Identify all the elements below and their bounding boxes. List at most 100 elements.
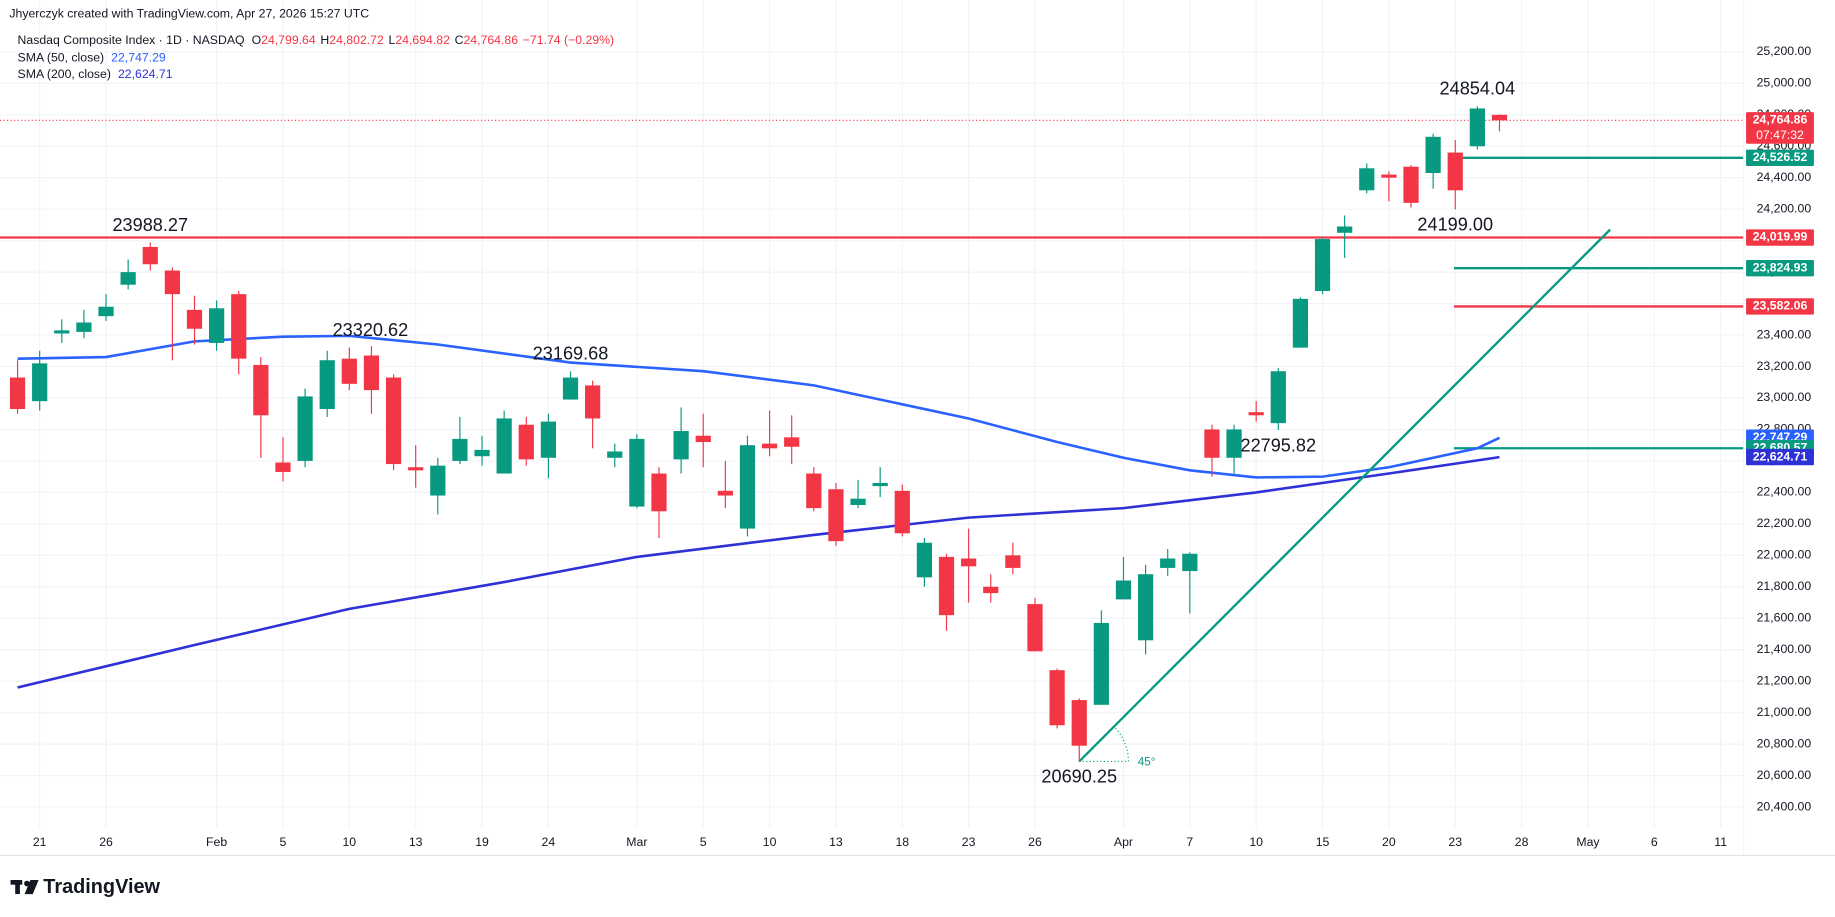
ohlc-key: O <box>252 33 262 47</box>
candle-body <box>1469 108 1485 147</box>
trend-line <box>1078 228 1611 763</box>
logo-mark <box>24 880 39 895</box>
candle-body <box>983 586 999 594</box>
y-tick-label: 23,400.00 <box>1757 327 1812 341</box>
candle-body <box>1204 429 1220 458</box>
candle-body <box>231 294 247 359</box>
price-label: 23,824.93 <box>1753 260 1808 274</box>
legend-value: 22,747.29 <box>111 51 166 65</box>
x-tick-label: 13 <box>829 835 843 849</box>
ohlc-value: 24,799.64 <box>261 33 316 47</box>
candle-body <box>1248 412 1264 416</box>
candle-body <box>1270 371 1286 424</box>
x-tick-label: May <box>1576 835 1600 849</box>
candle-body <box>1314 239 1331 291</box>
legend-name: SMA (50, close) <box>18 51 105 65</box>
price-label: 24,526.52 <box>1753 150 1808 164</box>
price-label-box <box>1746 112 1814 144</box>
candle-body <box>1160 558 1176 568</box>
brand-name: TradingView <box>43 876 160 898</box>
logo-mark <box>15 880 20 895</box>
plot: 45° 23988.27 23320.62 23169.68 24854.04 24199… <box>0 79 1744 787</box>
x-tick-label: 11 <box>1714 835 1727 849</box>
x-tick-label: 5 <box>280 835 287 849</box>
candle-body <box>695 435 711 443</box>
candle-body <box>430 465 446 496</box>
brand: TradingView <box>10 876 161 898</box>
candle-body <box>54 330 70 334</box>
price-label-box <box>1746 448 1814 466</box>
sma-line <box>17 334 1501 479</box>
candle-body <box>76 322 92 332</box>
ohlc-key: C <box>455 33 464 47</box>
candle-body <box>1005 555 1021 568</box>
candle-body <box>518 424 534 460</box>
candle-body <box>828 489 844 542</box>
candle-body <box>1049 670 1065 726</box>
candle-body <box>916 542 933 578</box>
candle-body <box>1337 226 1353 233</box>
x-tick-label: 23 <box>1448 835 1462 849</box>
candle-body <box>1491 114 1508 121</box>
candle-body <box>297 396 313 461</box>
legend: Nasdaq Composite Index · 1D · NASDAQ O 24,… <box>18 33 615 81</box>
price-label-box <box>1746 149 1814 167</box>
countdown: 07:47:32 <box>1756 128 1804 142</box>
x-tick-label: 26 <box>99 835 113 849</box>
x-tick-label: Apr <box>1114 835 1133 849</box>
x-tick-label: 23 <box>962 835 976 849</box>
axis: 20,400.00 20,600.00 20,800.00 21,000.00 21,2… <box>33 44 1814 849</box>
candle-body <box>1381 174 1397 178</box>
price-label-box <box>1746 260 1814 277</box>
candle-body <box>1359 168 1375 191</box>
candle-body <box>850 498 866 505</box>
x-tick-label: Mar <box>626 835 647 849</box>
x-tick-label: 20 <box>1382 835 1396 849</box>
price-annotation: 23169.68 <box>533 344 609 364</box>
price-annotation: 24854.04 <box>1440 79 1516 99</box>
candle-body <box>32 363 48 402</box>
y-tick-label: 23,000.00 <box>1757 390 1812 404</box>
angle-label: 45° <box>1138 756 1156 769</box>
candle-body <box>938 556 955 616</box>
price-label: 22,624.71 <box>1753 449 1808 463</box>
candle-body <box>1292 298 1309 348</box>
x-tick-label: 13 <box>409 835 423 849</box>
candle-body <box>363 355 380 391</box>
x-tick-label: 24 <box>542 835 556 849</box>
candle-body <box>164 270 180 295</box>
candle-body <box>1226 429 1242 458</box>
candle-body <box>408 467 424 471</box>
y-tick-label: 24,400.00 <box>1757 170 1812 184</box>
x-tick-label: 18 <box>895 835 909 849</box>
price-annotation: 22795.82 <box>1240 435 1316 455</box>
x-tick-label: 10 <box>343 835 357 849</box>
x-tick-label: 6 <box>1651 835 1658 849</box>
candle-body <box>253 364 269 416</box>
y-tick-label: 22,000.00 <box>1757 548 1812 562</box>
y-tick-label: 21,400.00 <box>1757 642 1812 656</box>
candle-body <box>1137 574 1154 641</box>
candle-body <box>319 360 335 410</box>
candle-body <box>98 306 114 317</box>
candle-body <box>186 309 203 329</box>
ohlc-value: 24,694.82 <box>395 33 450 47</box>
y-tick-label: 22,200.00 <box>1757 516 1812 530</box>
candle-body <box>385 377 402 465</box>
y-tick-label: 21,800.00 <box>1757 579 1812 593</box>
symbol: Nasdaq Composite Index · 1D · NASDAQ <box>18 33 245 47</box>
ohlc-value: 24,764.86 <box>463 33 518 47</box>
price-label-box <box>1746 229 1814 246</box>
price-label: 23,582.06 <box>1753 299 1808 313</box>
x-tick-label: 7 <box>1186 835 1193 849</box>
y-tick-label: 20,800.00 <box>1757 736 1812 750</box>
legend-name: SMA (200, close) <box>18 67 111 81</box>
ohlc-key: L <box>389 33 396 47</box>
x-tick-label: 10 <box>1249 835 1263 849</box>
x-tick-label: 15 <box>1316 835 1330 849</box>
candle-body <box>341 358 357 384</box>
x-tick-label: 19 <box>475 835 489 849</box>
x-tick-label: 26 <box>1028 835 1042 849</box>
